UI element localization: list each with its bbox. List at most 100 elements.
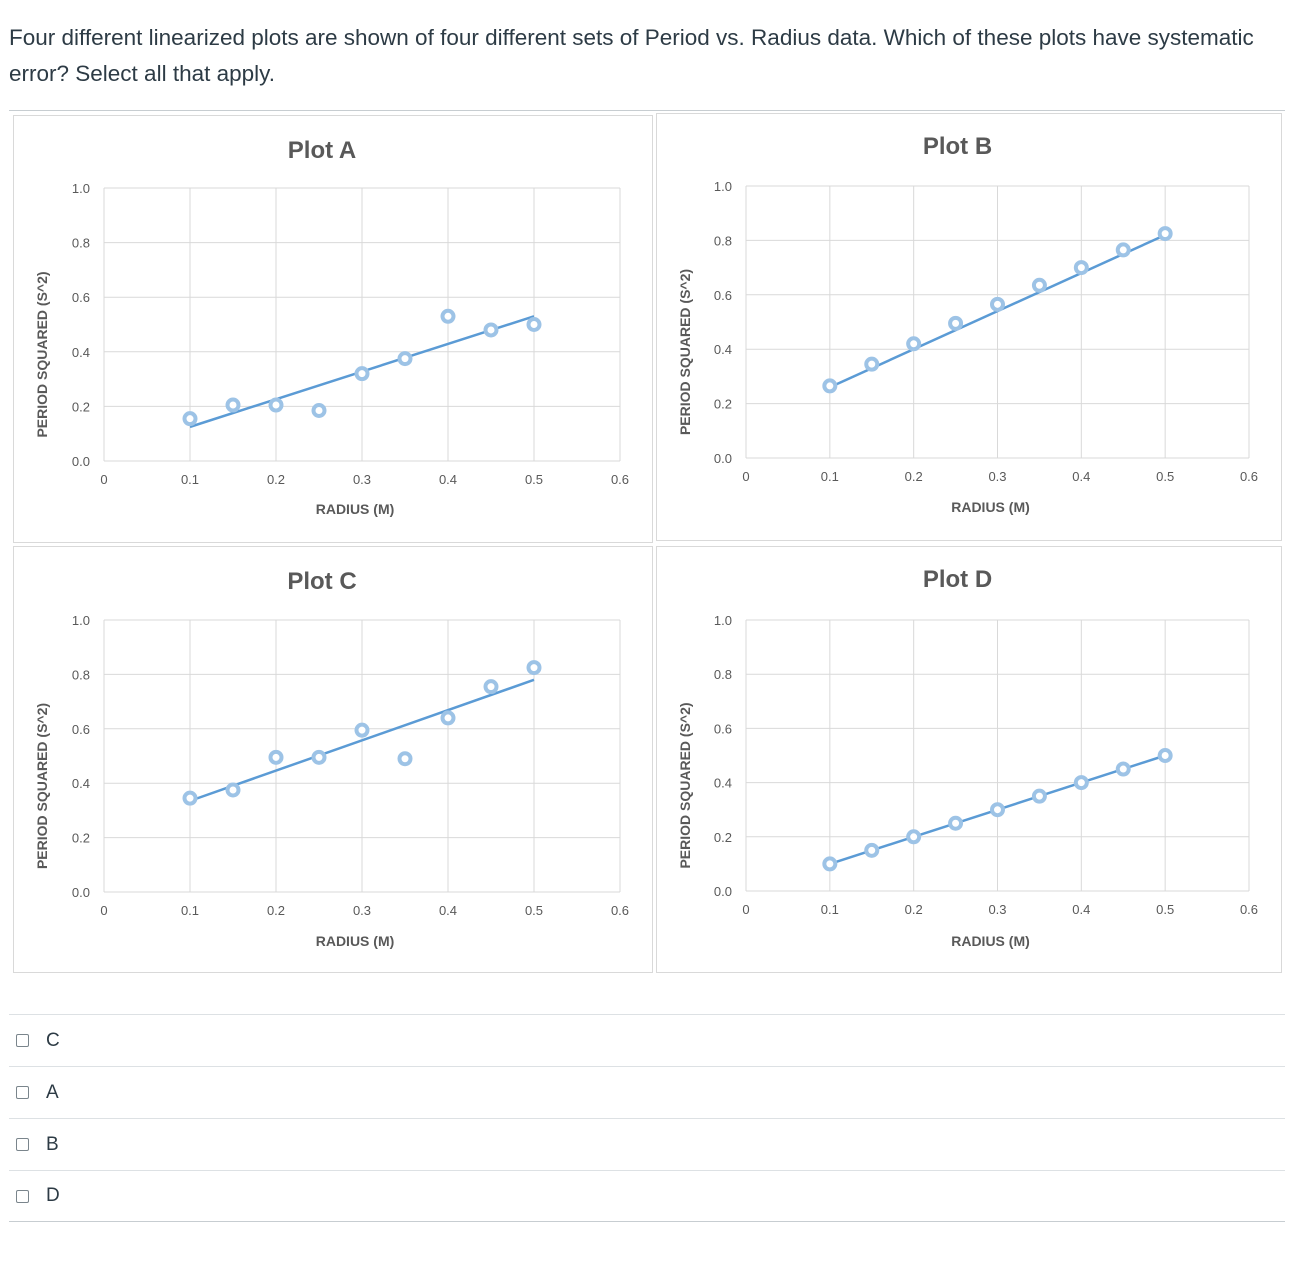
chart-title: Plot C	[287, 568, 356, 595]
option-label-c: C	[46, 1029, 60, 1051]
x-tick-label: 0.1	[181, 472, 199, 487]
checkbox-b[interactable]	[16, 1138, 29, 1151]
data-point	[906, 336, 922, 352]
y-tick-label: 1.0	[72, 181, 90, 196]
x-tick-label: 0.1	[821, 469, 839, 484]
y-tick-label: 0.6	[72, 722, 90, 737]
y-tick-label: 0.4	[72, 776, 90, 791]
y-tick-label: 0.8	[72, 667, 90, 682]
data-point	[864, 842, 880, 858]
data-point	[1031, 277, 1047, 293]
data-point	[526, 660, 542, 676]
y-tick-label: 0.0	[714, 884, 732, 899]
data-point	[906, 829, 922, 845]
plot-c-chart: 0.0 0.2 0.4 0.6 0.8 1.0 0 0.1 0.2 0.3 0.4 0.5 0.6 Plo…	[34, 568, 629, 949]
option-label-a: A	[46, 1081, 59, 1103]
data-point	[1157, 748, 1173, 763]
y-tick-label: 0.2	[714, 830, 732, 845]
x-axis-title: RADIUS (M)	[951, 499, 1030, 515]
x-tick-label: 0.4	[439, 903, 457, 918]
data-point	[225, 782, 241, 798]
data-point	[990, 802, 1005, 818]
y-tick-label: 0.8	[714, 667, 732, 682]
data-point	[182, 790, 198, 806]
y-tick-label: 0.4	[72, 345, 90, 360]
option-label-b: B	[46, 1133, 59, 1155]
x-tick-label: 0.2	[905, 902, 923, 917]
chart-title: Plot D	[923, 566, 992, 593]
x-tick-label: 0	[100, 903, 107, 918]
x-tick-label: 0.3	[353, 903, 371, 918]
x-axis-title: RADIUS (M)	[951, 933, 1030, 949]
x-tick-label: 0.5	[1156, 902, 1174, 917]
data-point	[822, 378, 838, 394]
answer-option-a[interactable]: A	[9, 1066, 1285, 1118]
data-point	[483, 679, 499, 695]
data-point	[1115, 242, 1131, 258]
data-point	[526, 317, 542, 332]
y-axis-title: PERIOD SQUARED (S^2)	[34, 271, 50, 437]
plot-b-panel: 0.0 0.2 0.4 0.6 0.8 1.0 0 0.1 0.2 0.3 0.4 0.5 0.6 Plo…	[656, 113, 1282, 541]
data-point	[440, 308, 456, 324]
x-tick-label: 0.1	[821, 902, 839, 917]
checkbox-d[interactable]	[16, 1189, 29, 1203]
y-tick-label: 0.0	[72, 885, 90, 900]
x-tick-label: 0.3	[353, 472, 371, 487]
answer-options: C A B D	[9, 1014, 1285, 1222]
checkbox-c[interactable]	[16, 1034, 29, 1047]
y-axis-title: PERIOD SQUARED (S^2)	[34, 703, 50, 869]
plot-b-chart: 0.0 0.2 0.4 0.6 0.8 1.0 0 0.1 0.2 0.3 0.4 0.5 0.6 Plo…	[677, 133, 1258, 515]
data-point	[864, 356, 880, 372]
x-tick-label: 0.2	[267, 903, 285, 918]
x-tick-label: 0.6	[611, 903, 629, 918]
plot-d-panel: 0.0 0.2 0.4 0.6 0.8 1.0 0 0.1 0.2 0.3 0.4 0.5 0.6 Plo…	[656, 546, 1282, 973]
y-axis-title: PERIOD SQUARED (S^2)	[677, 269, 693, 435]
x-tick-label: 0.4	[439, 472, 457, 487]
data-point	[948, 315, 964, 331]
data-point	[225, 397, 241, 413]
x-tick-label: 0.5	[525, 472, 543, 487]
x-tick-label: 0.4	[1072, 902, 1090, 917]
x-tick-label: 0.3	[988, 902, 1006, 917]
y-tick-label: 0.2	[714, 397, 732, 412]
answer-option-b[interactable]: B	[9, 1118, 1285, 1170]
data-point	[990, 296, 1005, 312]
data-point	[1031, 788, 1047, 804]
data-point	[1073, 775, 1089, 791]
checkbox-a[interactable]	[16, 1086, 29, 1099]
data-point	[354, 722, 370, 738]
data-point	[948, 815, 964, 831]
y-tick-label: 0.8	[72, 236, 90, 251]
x-tick-label: 0	[100, 472, 107, 487]
data-point	[182, 411, 198, 427]
answer-option-c[interactable]: C	[9, 1014, 1285, 1066]
plot-a-panel: 0.0 0.2 0.4 0.6 0.8 1.0 0 0.1 0.2 0.3 0.4 0.5 0.6 Plo…	[13, 115, 653, 543]
x-tick-label: 0.5	[525, 903, 543, 918]
y-tick-label: 1.0	[72, 613, 90, 628]
data-point	[268, 749, 284, 765]
x-tick-label: 0.4	[1072, 469, 1090, 484]
data-point	[397, 751, 413, 767]
y-tick-label: 0.6	[72, 290, 90, 305]
y-axis-title: PERIOD SQUARED (S^2)	[677, 702, 693, 868]
data-point	[311, 402, 327, 418]
y-tick-label: 0.4	[714, 776, 732, 791]
chart-title: Plot B	[923, 133, 992, 160]
y-tick-label: 0.0	[714, 451, 732, 466]
y-tick-label: 0.6	[714, 721, 732, 736]
y-tick-label: 0.2	[72, 831, 90, 846]
answer-option-d[interactable]: D	[9, 1170, 1285, 1222]
x-tick-label: 0.6	[611, 472, 629, 487]
data-point	[268, 397, 284, 413]
data-point	[483, 322, 499, 338]
x-tick-label: 0	[742, 902, 749, 917]
y-tick-label: 1.0	[714, 179, 732, 194]
x-tick-label: 0.6	[1240, 469, 1258, 484]
x-axis-title: RADIUS (M)	[316, 933, 395, 949]
question-divider	[9, 110, 1285, 111]
data-point	[440, 710, 456, 726]
x-tick-label: 0.1	[181, 903, 199, 918]
y-tick-label: 0.8	[714, 233, 732, 248]
y-tick-label: 0.6	[714, 288, 732, 303]
x-tick-label: 0.3	[988, 469, 1006, 484]
